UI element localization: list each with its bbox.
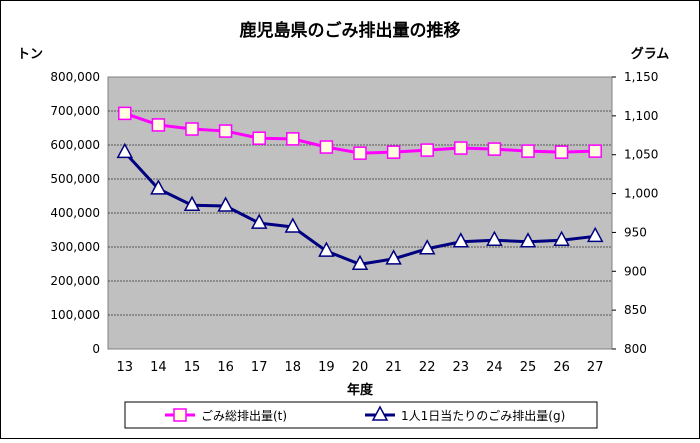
data-point-triangle (150, 179, 167, 195)
data-point-square (118, 106, 132, 121)
legend-label: ごみ総排出量(t) (201, 408, 287, 423)
data-point-triangle (183, 195, 201, 211)
data-point-square (185, 122, 199, 136)
y-left-tick-label: 500,000 (50, 172, 100, 186)
y-right-tick-label: 1,050 (624, 148, 658, 162)
legend-marker-square (173, 408, 187, 422)
y-left-tick-label: 300,000 (50, 240, 100, 254)
data-point-square (252, 131, 266, 145)
data-point-triangle (116, 142, 134, 159)
x-tick-label: 14 (150, 360, 167, 375)
data-point-square (353, 146, 367, 160)
x-tick-label: 13 (117, 360, 134, 375)
x-tick-label: 27 (587, 360, 604, 375)
data-point-triangle (418, 239, 436, 255)
data-point-triangle (217, 196, 234, 212)
y-left-tick-label: 800,000 (50, 70, 100, 84)
y-right-tick-label: 850 (624, 303, 647, 317)
x-tick-label: 25 (520, 360, 537, 375)
x-tick-label: 15 (184, 360, 201, 375)
y-left-tick-label: 100,000 (50, 308, 100, 322)
data-point-triangle (452, 232, 470, 248)
legend (124, 401, 598, 429)
data-point-square (319, 140, 334, 154)
y-right-tick-label: 900 (624, 264, 647, 278)
x-tick-label: 23 (453, 360, 470, 375)
data-point-triangle (553, 230, 570, 246)
data-point-triangle (318, 241, 335, 257)
y-right-tick-label: 1,150 (624, 70, 658, 84)
data-point-square (521, 144, 535, 158)
y-right-label: グラム (631, 46, 670, 62)
data-point-triangle (351, 254, 369, 271)
x-tick-label: 21 (385, 360, 402, 375)
data-point-triangle (586, 226, 604, 243)
y-left-tick-label: 700,000 (50, 104, 100, 118)
data-point-triangle (284, 217, 302, 233)
x-tick-label: 24 (486, 360, 503, 375)
x-axis-label: 年度 (347, 382, 374, 398)
y-left-tick-label: 0 (92, 342, 100, 356)
x-tick-label: 20 (352, 360, 369, 375)
y-right-tick-label: 800 (624, 342, 647, 356)
data-point-square (487, 142, 502, 156)
data-point-square (286, 132, 300, 146)
y-right-tick-label: 1,100 (624, 109, 658, 123)
y-right-tick-label: 950 (624, 225, 647, 239)
x-tick-label: 17 (251, 360, 268, 375)
data-point-triangle (250, 213, 268, 229)
x-tick-label: 26 (553, 360, 570, 375)
data-point-square (554, 145, 569, 159)
data-point-square (218, 124, 233, 138)
x-tick-label: 19 (318, 360, 335, 375)
y-right-tick-label: 1,000 (624, 187, 658, 201)
y-left-label: トン (17, 47, 43, 62)
data-point-triangle (519, 232, 537, 248)
x-tick-label: 16 (217, 360, 234, 375)
x-tick-label: 22 (419, 360, 436, 375)
x-tick-label: 18 (285, 360, 302, 375)
data-point-square (386, 145, 401, 159)
data-point-square (420, 143, 434, 157)
data-point-triangle (486, 230, 503, 246)
chart-title: 鹿児島県のごみ排出量の推移 (240, 20, 461, 41)
y-left-tick-label: 600,000 (50, 138, 100, 152)
y-left-tick-label: 400,000 (50, 206, 100, 220)
data-point-square (588, 144, 602, 158)
legend-marker-triangle (371, 405, 389, 421)
data-point-square (454, 141, 468, 155)
data-point-square (151, 118, 166, 132)
data-point-triangle (385, 249, 402, 265)
legend-label: 1人1日当たりのごみ排出量(g) (401, 408, 565, 423)
y-left-tick-label: 200,000 (50, 274, 100, 288)
